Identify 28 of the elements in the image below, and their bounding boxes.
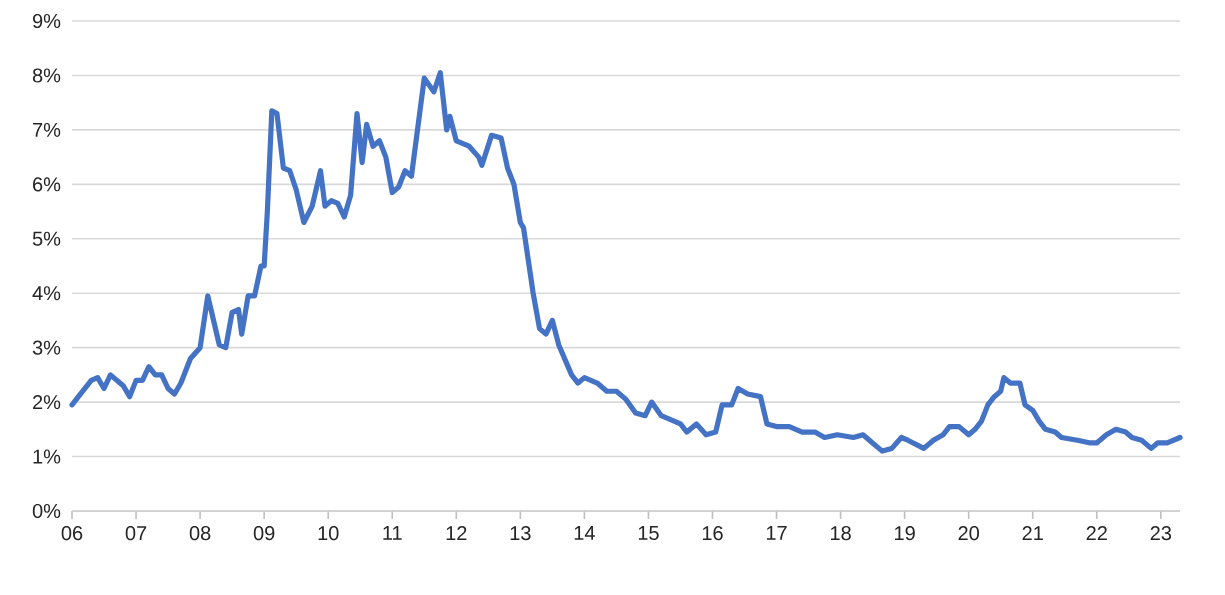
y-tick-label: 5% xyxy=(32,231,61,246)
x-tick-label: 10 xyxy=(318,526,339,541)
x-tick-label: 14 xyxy=(574,526,595,540)
y-tick-label: 2% xyxy=(33,395,61,410)
y-tick-label: 6% xyxy=(33,177,61,192)
x-tick-label: 23 xyxy=(1150,526,1172,541)
x-tick-label: 13 xyxy=(510,526,531,541)
x-tick-label: 06 xyxy=(61,526,83,541)
x-tick-label: 19 xyxy=(895,526,915,541)
y-tick-label: 9% xyxy=(32,13,61,29)
y-tick-label: 1% xyxy=(33,449,61,464)
x-tick-label: 18 xyxy=(830,526,851,541)
x-tick-label: 20 xyxy=(958,526,980,541)
y-tick-label: 8% xyxy=(32,68,61,83)
x-tick-label: 22 xyxy=(1086,526,1107,541)
x-tick-label: 08 xyxy=(189,526,211,541)
y-tick-label: 3% xyxy=(32,340,61,355)
x-tick-label: 15 xyxy=(638,526,659,541)
y-tick-label: 7% xyxy=(33,122,61,137)
x-tick-label: 16 xyxy=(702,526,723,541)
x-tick-label: 11 xyxy=(383,526,402,540)
x-tick-label: 17 xyxy=(766,526,787,540)
x-tick-label: 21 xyxy=(1022,526,1043,541)
y-tick-label: 4% xyxy=(32,286,61,301)
x-tick-label: 09 xyxy=(253,526,275,541)
y-tick-label: 0% xyxy=(32,503,61,519)
x-tick-label: 07 xyxy=(125,526,147,541)
x-tick-label: 12 xyxy=(446,526,467,541)
